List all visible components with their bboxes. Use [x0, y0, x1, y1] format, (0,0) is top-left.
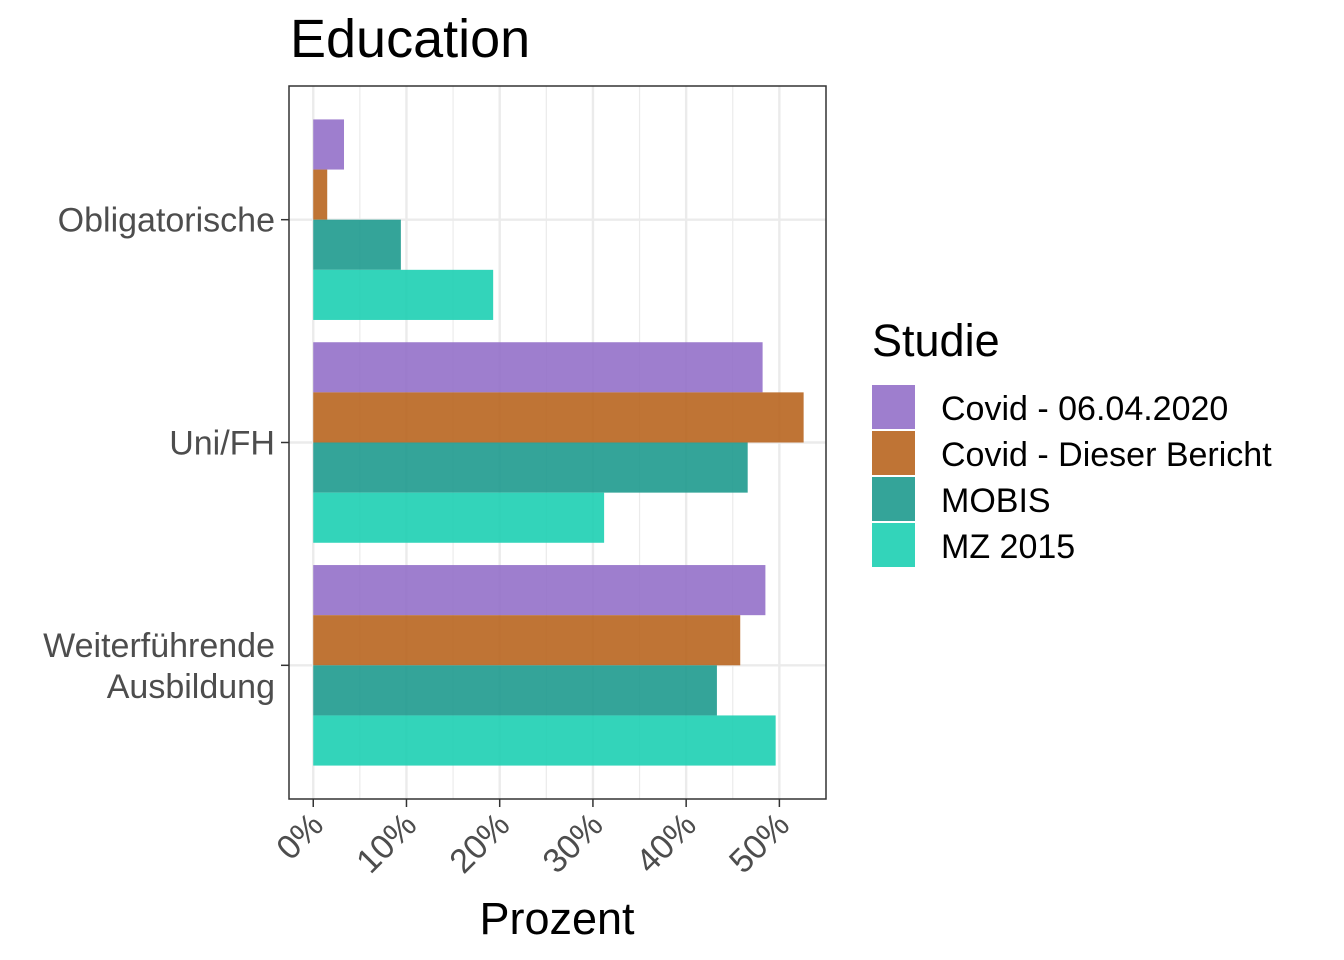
bar [313, 492, 605, 543]
bar [313, 392, 804, 443]
x-tick-label: 40% [629, 806, 704, 881]
legend-title: Studie [872, 315, 1000, 366]
category-label: Obligatorische [58, 202, 275, 240]
chart-title: Education [290, 9, 530, 69]
legend: Studie Covid - 06.04.2020 Covid - Dieser … [872, 315, 1272, 567]
bar [313, 715, 776, 766]
legend-label: Covid - 06.04.2020 [941, 390, 1228, 428]
x-tick-label: 30% [536, 806, 611, 881]
legend-label: MZ 2015 [941, 528, 1075, 566]
bar [313, 342, 763, 393]
bar [313, 615, 741, 666]
legend-key [872, 523, 915, 567]
bar [313, 219, 401, 270]
bar [313, 442, 748, 493]
category-label: Weiterführende Ausbildung [43, 627, 275, 706]
category-label-line: Ausbildung [107, 668, 275, 706]
legend-label: MOBIS [941, 482, 1051, 520]
bar [313, 119, 345, 170]
category-label-line: Weiterführende [43, 627, 275, 665]
legend-key [872, 477, 915, 521]
x-tick-label: 0% [269, 806, 331, 868]
legend-key [872, 385, 915, 429]
x-axis-title: Prozent [479, 893, 635, 944]
x-tick-label: 20% [442, 806, 517, 881]
legend-label: Covid - Dieser Bericht [941, 436, 1272, 474]
category-label-line: Uni/FH [169, 425, 275, 463]
y-axis: Obligatorische Uni/FH Weiterführende Ausbil… [43, 202, 289, 706]
bar [313, 169, 328, 220]
x-tick-label: 10% [349, 806, 424, 881]
x-axis: 0% 10% 20% 30% 40% 50% [269, 799, 797, 881]
bar [313, 565, 766, 616]
x-tick-label: 50% [722, 806, 797, 881]
legend-key [872, 431, 915, 475]
category-label-line: Obligatorische [58, 202, 275, 240]
bar [313, 269, 494, 320]
category-label: Uni/FH [169, 425, 275, 463]
bars [313, 119, 804, 766]
bar [313, 665, 717, 716]
